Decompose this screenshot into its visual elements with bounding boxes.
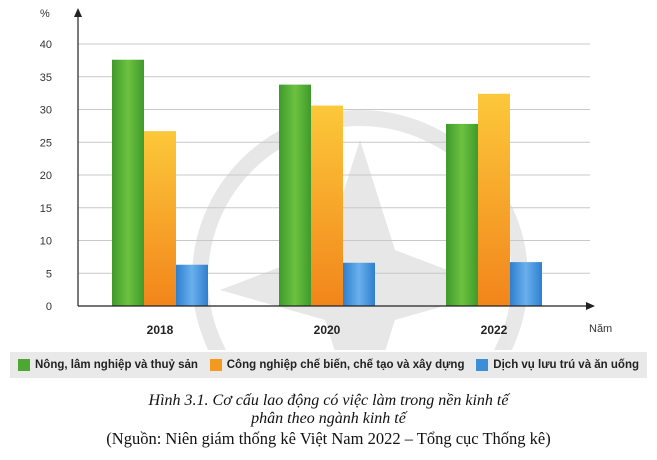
- bar-industry-2018: [144, 131, 176, 306]
- figure-caption-title: Hình 3.1. Cơ cấu lao động có việc làm tr…: [148, 392, 509, 409]
- y-tick-label: 40: [40, 39, 52, 51]
- bars: [112, 59, 542, 306]
- bar-agriculture-2018: [112, 59, 144, 306]
- y-tick-label: 15: [40, 203, 52, 215]
- legend: Nông, lâm nghiệp và thuỷ sản Công nghiệp…: [10, 352, 647, 378]
- legend-item-services: Dịch vụ lưu trú và ăn uống: [476, 359, 639, 371]
- x-axis-unit: Năm: [589, 323, 612, 335]
- y-tick-label: 20: [40, 170, 52, 182]
- bar-agriculture-2020: [279, 84, 311, 306]
- bar-agriculture-2022: [446, 123, 478, 306]
- legend-item-agriculture: Nông, lâm nghiệp và thuỷ sản: [18, 359, 198, 371]
- legend-label: Công nghiệp chế biến, chế tạo và xây dựn…: [226, 359, 465, 371]
- bar-services-2018: [176, 264, 208, 306]
- legend-label: Nông, lâm nghiệp và thuỷ sản: [35, 359, 198, 371]
- legend-swatch-green: [18, 359, 30, 371]
- bar-industry-2020: [311, 105, 343, 306]
- figure-caption-subtitle: phân theo ngành kinh tế: [251, 410, 406, 427]
- y-axis-unit: %: [40, 8, 50, 20]
- y-axis-ticks: 0 5 10 15 20 25 30 35 40: [40, 39, 52, 313]
- legend-swatch-blue: [476, 359, 489, 371]
- y-tick-label: 0: [46, 301, 52, 313]
- x-axis-arrow: [586, 302, 595, 310]
- y-tick-label: 5: [46, 268, 52, 280]
- y-tick-label: 35: [40, 72, 52, 84]
- legend-label: Dịch vụ lưu trú và ăn uống: [493, 359, 639, 371]
- y-axis-arrow: [74, 8, 82, 17]
- x-axis-categories: 2018 2020 2022: [147, 323, 508, 337]
- x-category-label: 2018: [147, 323, 174, 337]
- y-tick-label: 30: [40, 105, 52, 117]
- bar-services-2020: [343, 262, 375, 306]
- y-tick-label: 25: [40, 137, 52, 149]
- legend-item-industry: Công nghiệp chế biến, chế tạo và xây dựn…: [209, 359, 465, 371]
- bar-services-2022: [510, 262, 542, 306]
- bar-chart: 0 5 10 15 20 25 30 35 40 2018 2020 2022 % Năm: [40, 8, 612, 350]
- legend-swatch-orange: [209, 359, 222, 371]
- figure-source: (Nguồn: Niên giám thống kê Việt Nam 2022…: [106, 429, 551, 448]
- bar-industry-2022: [478, 93, 510, 306]
- x-category-label: 2022: [481, 323, 508, 337]
- x-category-label: 2020: [314, 323, 341, 337]
- y-tick-label: 10: [40, 236, 52, 248]
